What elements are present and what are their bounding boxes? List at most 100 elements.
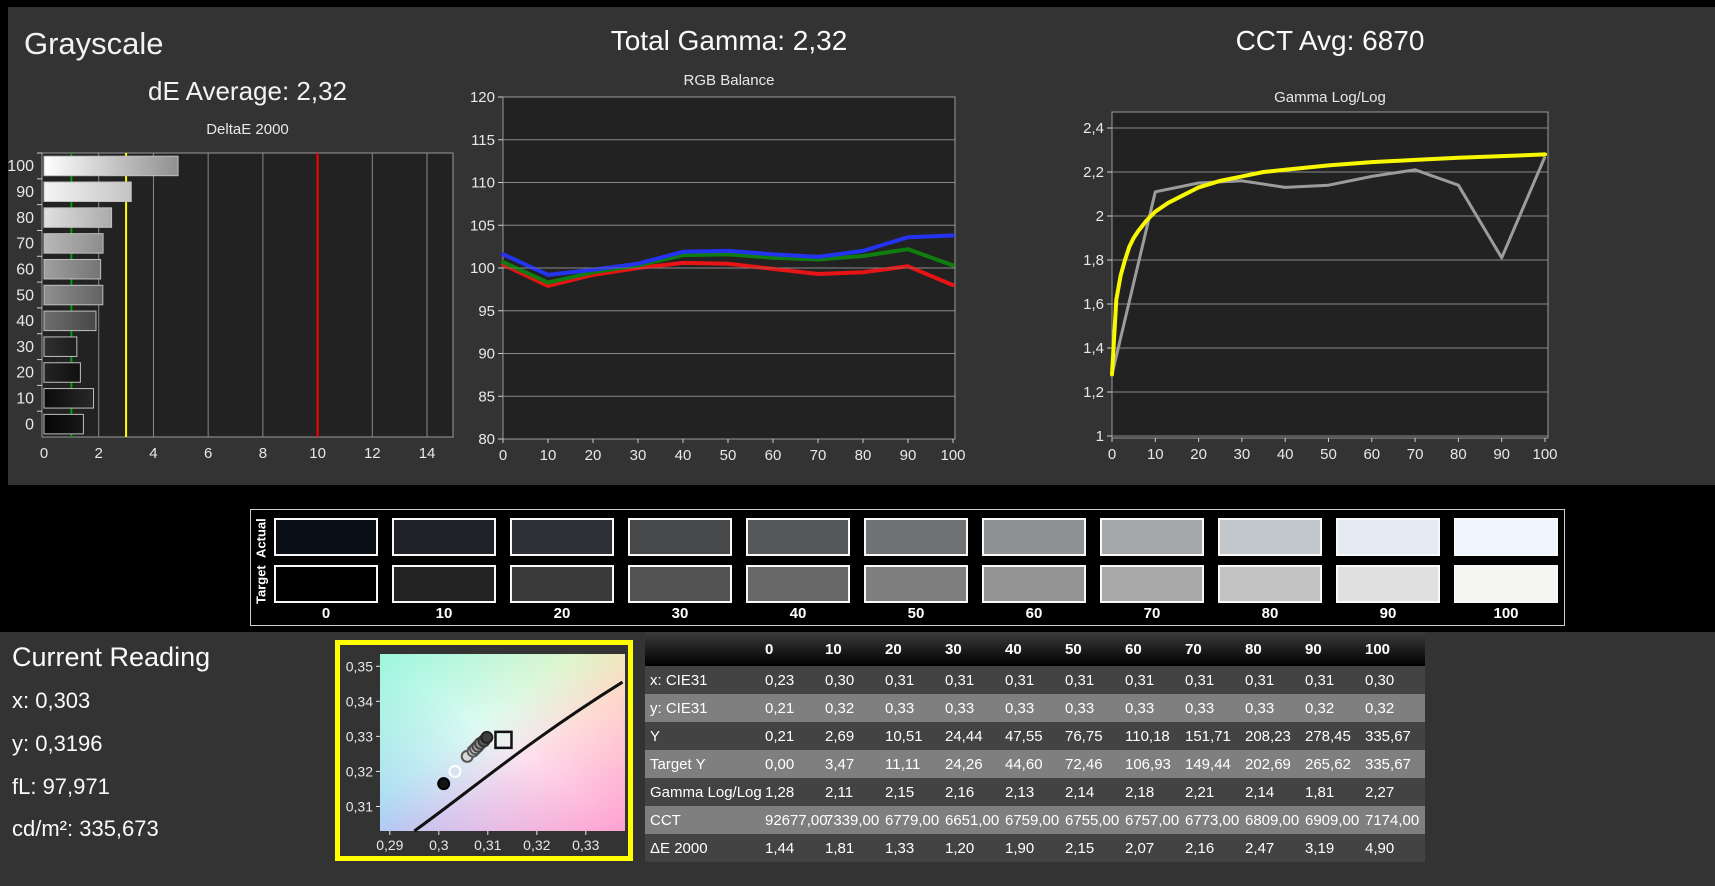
table-row: x: CIE31 0,23 0,30 0,31 0,31 0,31 0,31 0,31 0,31… bbox=[645, 666, 1425, 694]
measurement-point bbox=[448, 764, 462, 778]
y-tick-label: 115 bbox=[471, 132, 495, 149]
swatch-level-label: 80 bbox=[1261, 605, 1279, 622]
table-cell: 2,13 bbox=[1005, 783, 1035, 801]
table-cell: 2,15 bbox=[885, 783, 915, 801]
table-cell: 2,14 bbox=[1065, 783, 1095, 801]
table-cell: 47,55 bbox=[1005, 727, 1043, 745]
x-tick-label: 0 bbox=[1108, 446, 1116, 463]
y-tick-label: 0,33 bbox=[346, 728, 373, 744]
actual-swatch-100 bbox=[1454, 518, 1558, 556]
table-row-label: Gamma Log/Log bbox=[650, 783, 762, 801]
reading-y: y: 0,3196 bbox=[12, 731, 103, 756]
x-tick-label: 14 bbox=[419, 445, 436, 462]
x-tick-label: 90 bbox=[1493, 446, 1510, 463]
blue-series-line bbox=[501, 233, 955, 277]
x-tick-label: 80 bbox=[1450, 446, 1467, 463]
y-tick-label: 90 bbox=[16, 184, 34, 201]
table-header-cell: 0 bbox=[765, 640, 774, 658]
x-tick-label: 0,33 bbox=[572, 837, 599, 853]
table-cell: 76,75 bbox=[1065, 727, 1103, 745]
grayscale-swatch-grid: Actual Target 0 10 20 30 40 50 60 70 80 90 100 bbox=[250, 509, 1565, 626]
table-header-cell: 20 bbox=[885, 640, 902, 658]
table-cell: 7339,00 bbox=[825, 811, 880, 829]
table-cell: 72,46 bbox=[1065, 755, 1103, 773]
cct-avg-label: CCT Avg: 6870 bbox=[1235, 25, 1425, 56]
x-tick-label: 70 bbox=[810, 447, 827, 464]
table-cell: 2,16 bbox=[1185, 839, 1215, 857]
table-cell: 0,31 bbox=[1245, 671, 1275, 689]
table-cell: 0,33 bbox=[945, 699, 975, 717]
table-cell: 265,62 bbox=[1305, 755, 1351, 773]
table-cell: 2,15 bbox=[1065, 839, 1095, 857]
swatch-level-label: 60 bbox=[1025, 605, 1043, 622]
table-cell: 6909,00 bbox=[1305, 811, 1360, 829]
table-cell: 0,33 bbox=[1065, 699, 1095, 717]
table-cell: 335,67 bbox=[1365, 727, 1411, 745]
table-header-cell: 40 bbox=[1005, 640, 1022, 658]
x-tick-label: 100 bbox=[940, 447, 965, 464]
table-cell: 208,23 bbox=[1245, 727, 1291, 745]
red-series-line bbox=[501, 260, 955, 288]
table-header-cell: 60 bbox=[1125, 640, 1142, 658]
deltae-bar bbox=[43, 207, 113, 228]
table-header-cell: 30 bbox=[945, 640, 962, 658]
x-tick-label: 6 bbox=[204, 445, 212, 462]
target-swatch-0 bbox=[274, 565, 378, 603]
y-tick-label: 90 bbox=[478, 346, 495, 363]
table-cell: 1,33 bbox=[885, 839, 915, 857]
total-gamma-label: Total Gamma: 2,32 bbox=[610, 25, 848, 56]
target-swatch-40 bbox=[746, 565, 850, 603]
y-tick-label: 1,8 bbox=[1083, 252, 1104, 269]
page-title: Grayscale bbox=[24, 26, 164, 61]
table-row: Gamma Log/Log 1,28 2,11 2,15 2,16 2,13 2,14 2,1… bbox=[645, 778, 1425, 806]
table-cell: 0,30 bbox=[1365, 671, 1395, 689]
deltae-chart-title: DeltaE 2000 bbox=[206, 121, 289, 138]
measurement-point bbox=[480, 730, 494, 744]
actual-swatch-60 bbox=[982, 518, 1086, 556]
table-cell: 1,90 bbox=[1005, 839, 1035, 857]
deltae-bar bbox=[43, 155, 179, 177]
rgb-balance-chart-title: RGB Balance bbox=[683, 72, 775, 89]
table-row-label: Target Y bbox=[650, 755, 706, 773]
x-tick-label: 0 bbox=[499, 447, 507, 464]
table-cell: 0,31 bbox=[1065, 671, 1095, 689]
table-cell: 149,44 bbox=[1185, 755, 1231, 773]
deltae-bar bbox=[43, 284, 104, 306]
x-tick-label: 12 bbox=[364, 445, 381, 462]
table-cell: 1,81 bbox=[825, 839, 855, 857]
table-cell: 2,21 bbox=[1185, 783, 1215, 801]
y-tick-label: 1,2 bbox=[1083, 384, 1104, 401]
table-row: Target Y 0,00 3,47 11,11 24,26 44,60 72,46 106,… bbox=[645, 750, 1425, 778]
table-row-label: Y bbox=[650, 727, 661, 745]
target-swatch-20 bbox=[510, 565, 614, 603]
table-cell: 6809,00 bbox=[1245, 811, 1300, 829]
x-tick-label: 20 bbox=[585, 447, 602, 464]
actual-swatch-70 bbox=[1100, 518, 1204, 556]
target-row-label: Target bbox=[253, 565, 269, 605]
table-header-row: 0 10 20 30 40 50 60 70 80 90 100 bbox=[645, 632, 1425, 666]
x-tick-label: 10 bbox=[540, 447, 557, 464]
table-cell: 0,23 bbox=[765, 671, 795, 689]
y-tick-label: 10 bbox=[16, 391, 34, 408]
table-cell: 6757,00 bbox=[1125, 811, 1180, 829]
x-tick-label: 100 bbox=[1532, 446, 1557, 463]
y-tick-label: 0,35 bbox=[346, 658, 373, 674]
y-tick-label: 0,34 bbox=[346, 693, 373, 709]
table-header-cell: 100 bbox=[1365, 640, 1391, 658]
deltae-bar bbox=[43, 362, 81, 383]
swatch-level-label: 40 bbox=[789, 605, 807, 622]
table-row: y: CIE31 0,21 0,32 0,33 0,33 0,33 0,33 0,33 0,33… bbox=[645, 694, 1425, 722]
table-cell: 6773,00 bbox=[1185, 811, 1240, 829]
measured-gamma-line bbox=[1110, 156, 1547, 375]
table-cell: 2,14 bbox=[1245, 783, 1275, 801]
x-tick-label: 0,31 bbox=[474, 837, 501, 853]
y-tick-label: 2,4 bbox=[1083, 120, 1104, 137]
actual-swatch-40 bbox=[746, 518, 850, 556]
table-row: ΔE 2000 1,44 1,81 1,33 1,20 1,90 2,15 2,07 2,16 2… bbox=[645, 834, 1425, 862]
y-tick-label: 110 bbox=[471, 175, 495, 192]
x-tick-label: 50 bbox=[720, 447, 737, 464]
table-cell: 2,69 bbox=[825, 727, 855, 745]
deltae-bar bbox=[43, 310, 97, 332]
table-cell: 1,44 bbox=[765, 839, 795, 857]
